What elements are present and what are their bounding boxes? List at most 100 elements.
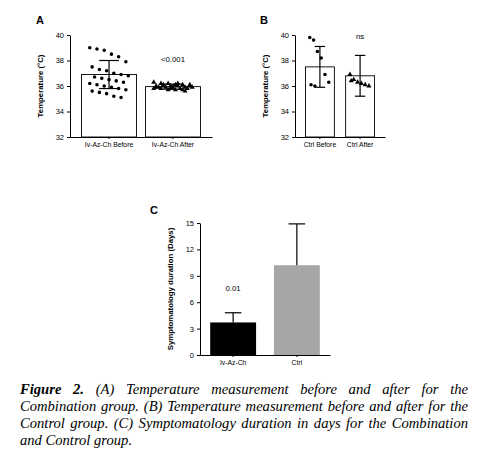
axis-line: [296, 137, 386, 138]
error-stem: [233, 313, 234, 323]
tick-label: Iv-Az-Ch After: [152, 141, 195, 148]
tick: Ctrl: [292, 355, 303, 366]
tick: 36: [281, 82, 295, 91]
data-point: [102, 49, 106, 53]
caption-space: [84, 381, 96, 397]
tick-label: Iv-Az-Ch: [220, 359, 247, 366]
data-point: [88, 82, 92, 86]
tick: 6: [190, 298, 200, 307]
error-stem: [108, 61, 109, 89]
tick: 38: [281, 56, 295, 65]
tick-label: 40: [281, 31, 289, 40]
tick: 36: [56, 82, 70, 91]
error-cap: [163, 83, 183, 84]
tick-mark: [197, 223, 200, 224]
tick-mark: [197, 329, 200, 330]
axis-line: [201, 355, 331, 356]
tick: 9: [190, 272, 200, 281]
tick-mark: [67, 137, 70, 138]
tick-label: 34: [56, 107, 64, 116]
tick: Iv-Az-Ch Before: [85, 137, 134, 148]
tick-mark: [292, 35, 295, 36]
tick: 15: [186, 219, 200, 228]
tick-mark: [172, 137, 173, 139]
tick-label: 6: [190, 298, 194, 307]
tick-mark: [197, 302, 200, 303]
data-point: [110, 52, 114, 56]
plot-marks: [305, 36, 374, 137]
data-point: [312, 38, 316, 42]
tick-label: 3: [190, 325, 194, 334]
data-point: [355, 79, 360, 83]
tick-label: 36: [56, 82, 64, 91]
data-point: [98, 68, 102, 72]
tick-label: 32: [56, 133, 64, 142]
annotation: 0.01: [226, 284, 241, 293]
tick-label: 36: [281, 82, 289, 91]
axis-line: [70, 36, 71, 138]
tick-mark: [319, 137, 320, 139]
data-point: [119, 96, 123, 100]
data-point: [126, 74, 130, 78]
tick-label: Ctrl Before: [304, 141, 337, 148]
annotation: <0.001: [161, 55, 185, 64]
data-point: [151, 79, 156, 83]
tick: Ctrl Before: [304, 137, 337, 148]
panel: 03691215Iv-Az-ChCtrlSymptomatology durat…: [150, 204, 331, 366]
data-point: [93, 75, 97, 79]
data-point: [182, 88, 187, 92]
data-point: [187, 83, 192, 87]
tick-mark: [197, 355, 200, 356]
x-axis: Iv-Az-Ch Before Iv-Az-Ch After: [71, 137, 213, 148]
data-point: [158, 86, 163, 90]
tick-mark: [296, 355, 297, 357]
error-bar: [99, 61, 119, 89]
tick: 34: [281, 107, 295, 116]
data-point: [105, 92, 109, 96]
tick-label: Ctrl After: [347, 141, 374, 148]
tick-mark: [67, 61, 70, 62]
caption-text: (A) Temperature measurement before and a…: [20, 381, 468, 448]
tick-mark: [67, 112, 70, 113]
data-point: [349, 78, 354, 82]
data-point: [124, 60, 128, 64]
axis-title: Temperature (°C): [36, 54, 45, 117]
tick-label: 12: [186, 245, 194, 254]
data-point: [309, 83, 313, 87]
tick: 32: [56, 133, 70, 142]
data-point: [119, 73, 123, 77]
tick: Ctrl After: [347, 137, 374, 148]
data-point: [316, 50, 320, 54]
caption: Figure 2. (A) Temperature measurement be…: [20, 381, 468, 449]
error-cap: [355, 55, 365, 56]
bar: [145, 87, 200, 137]
error-cap: [99, 60, 119, 61]
plot-marks: [210, 224, 320, 355]
tick: 32: [281, 133, 295, 142]
data-point: [117, 55, 121, 59]
tick-label: 34: [281, 107, 289, 116]
data-point: [105, 69, 109, 73]
axis-line: [200, 224, 201, 356]
error-bar: [225, 313, 242, 323]
tick-label: 40: [56, 31, 64, 40]
error-cap: [315, 46, 325, 47]
error-cap: [355, 96, 365, 97]
panel-label: B: [260, 14, 268, 26]
bar: [274, 265, 320, 355]
panel: 3234363840Iv-Az-Ch BeforeIv-Az-Ch AfterT…: [36, 14, 213, 148]
axis-line: [71, 137, 213, 138]
data-point: [112, 94, 116, 98]
data-point: [102, 84, 106, 88]
tick-label: 15: [186, 219, 194, 228]
data-point: [124, 88, 128, 92]
tick-label: 9: [190, 272, 194, 281]
error-stem: [172, 84, 173, 89]
data-point: [347, 72, 352, 76]
panel-label: A: [36, 14, 44, 26]
data-point: [112, 71, 116, 75]
tick: 34: [56, 107, 70, 116]
axis-title: Temperature (°C): [261, 54, 270, 117]
tick-mark: [292, 86, 295, 87]
data-point: [88, 46, 92, 50]
